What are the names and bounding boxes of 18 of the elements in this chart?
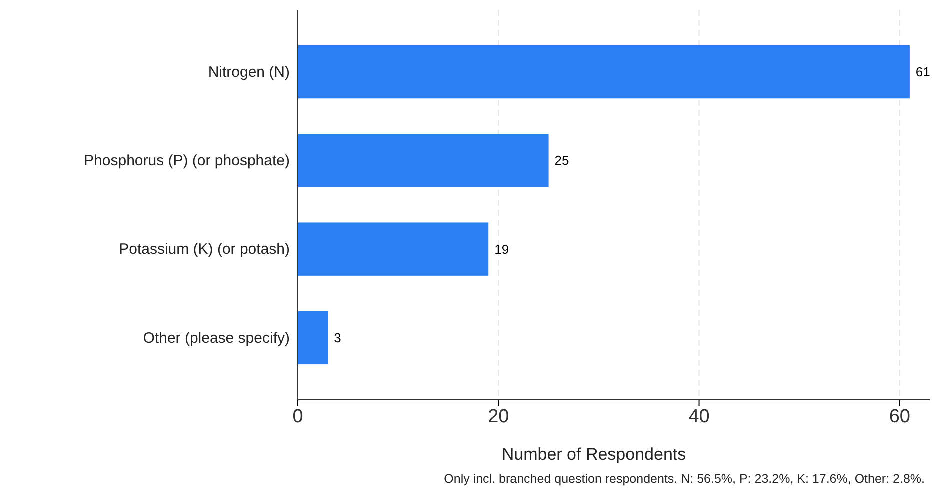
bar [298,134,549,188]
y-tick-label: Phosphorus (P) (or phosphate) [84,152,290,170]
x-tick-label: 0 [292,406,304,428]
data-label: 19 [494,242,510,257]
text: Only incl. branched question respondents. N: 56.5%, P: 23.2%, K: 17.6%, Other: 2.8%. [444,472,925,486]
y-tick-label: Nitrogen (N) [208,64,290,81]
bar [298,222,489,276]
y-tick-label: Other (please specify) [143,330,290,347]
x-axis-title: Number of Respondents [502,445,686,464]
bar [298,311,328,365]
bar [298,45,910,99]
x-tick-label: 40 [688,406,710,428]
data-label: 61 [916,64,930,80]
data-label: 25 [554,153,570,168]
x-tick-label: 60 [889,406,910,428]
x-tick-label: 20 [488,406,510,428]
y-tick-label: Potassium (K) (or potash) [119,241,290,258]
data-label: 3 [334,330,342,346]
